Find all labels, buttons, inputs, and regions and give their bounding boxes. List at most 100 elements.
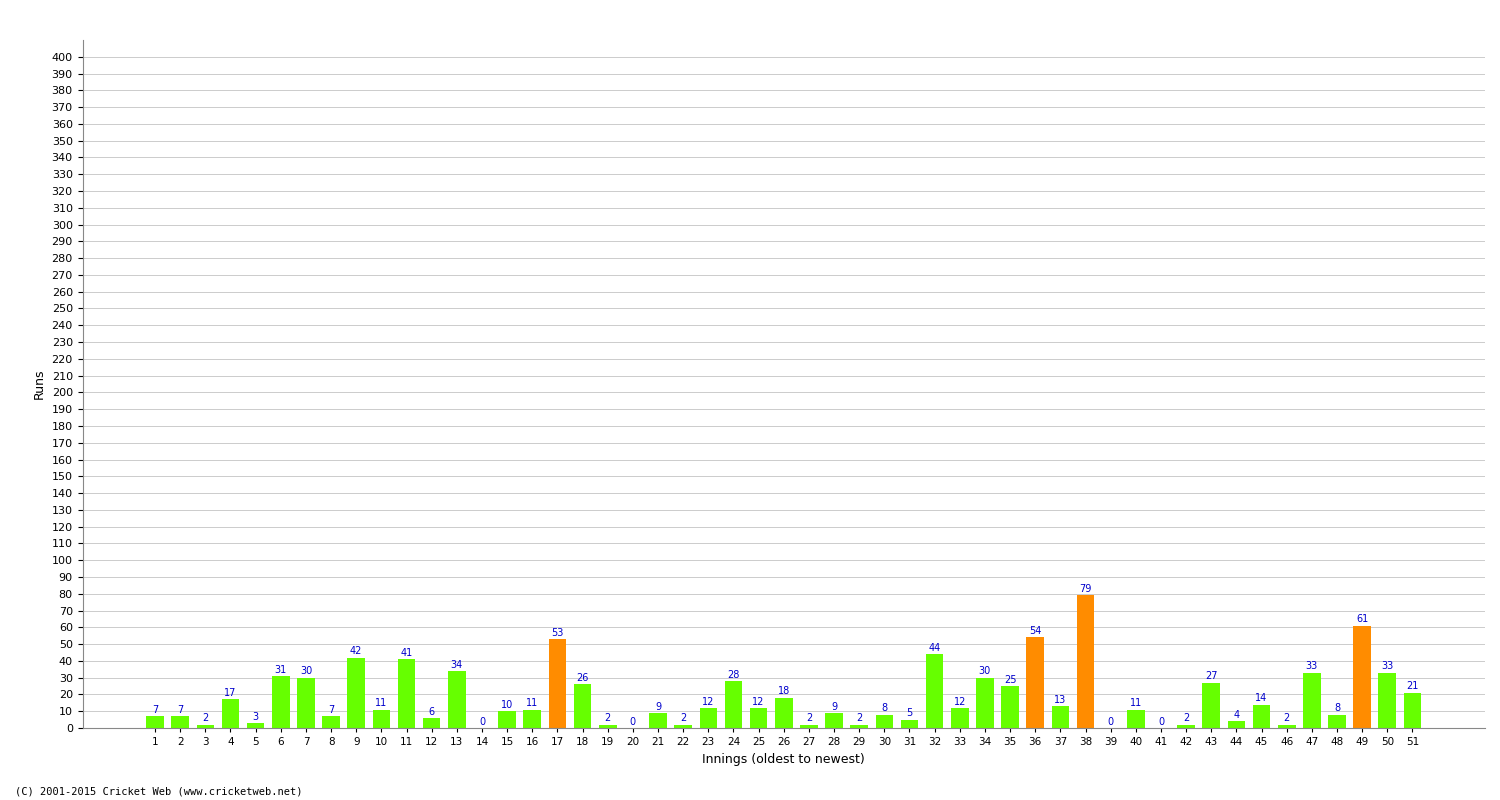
Text: 11: 11 xyxy=(375,698,387,708)
Text: 4: 4 xyxy=(1233,710,1239,720)
Bar xyxy=(524,710,542,728)
Text: 13: 13 xyxy=(1054,695,1066,705)
Bar xyxy=(1328,714,1346,728)
Text: 44: 44 xyxy=(928,643,940,653)
Text: 0: 0 xyxy=(478,717,484,726)
Bar xyxy=(800,725,818,728)
Text: 2: 2 xyxy=(1184,714,1190,723)
Bar xyxy=(171,716,189,728)
Text: 8: 8 xyxy=(1334,703,1340,714)
Text: 17: 17 xyxy=(225,688,237,698)
Text: 12: 12 xyxy=(954,697,966,706)
Bar xyxy=(196,725,214,728)
Bar xyxy=(1227,722,1245,728)
Bar xyxy=(1378,673,1396,728)
Text: 8: 8 xyxy=(882,703,888,714)
Text: 12: 12 xyxy=(753,697,765,706)
Text: 2: 2 xyxy=(604,714,610,723)
Bar xyxy=(699,708,717,728)
Bar xyxy=(1278,725,1296,728)
Bar xyxy=(825,713,843,728)
Bar xyxy=(297,678,315,728)
Text: 33: 33 xyxy=(1305,662,1318,671)
Text: 0: 0 xyxy=(630,717,636,726)
Bar xyxy=(876,714,892,728)
Text: 21: 21 xyxy=(1407,682,1419,691)
Bar xyxy=(423,718,441,728)
Bar xyxy=(272,676,290,728)
Bar xyxy=(1077,595,1095,728)
Text: 30: 30 xyxy=(980,666,992,676)
Bar xyxy=(147,716,164,728)
Text: 5: 5 xyxy=(906,708,912,718)
Text: 18: 18 xyxy=(777,686,790,697)
Bar xyxy=(248,723,264,728)
Bar xyxy=(1203,682,1219,728)
Text: 2: 2 xyxy=(680,714,687,723)
Text: 30: 30 xyxy=(300,666,312,676)
Bar xyxy=(322,716,340,728)
Text: 11: 11 xyxy=(526,698,538,708)
Text: 2: 2 xyxy=(806,714,812,723)
Bar xyxy=(926,654,944,728)
Bar xyxy=(724,681,742,728)
Bar xyxy=(951,708,969,728)
Text: (C) 2001-2015 Cricket Web (www.cricketweb.net): (C) 2001-2015 Cricket Web (www.cricketwe… xyxy=(15,786,303,796)
Bar xyxy=(398,659,416,728)
Bar xyxy=(1026,638,1044,728)
Text: 61: 61 xyxy=(1356,614,1368,624)
Text: 10: 10 xyxy=(501,700,513,710)
Bar xyxy=(1353,626,1371,728)
Text: 25: 25 xyxy=(1004,674,1017,685)
Text: 14: 14 xyxy=(1256,693,1268,703)
Text: 41: 41 xyxy=(400,648,412,658)
Text: 27: 27 xyxy=(1204,671,1218,682)
Text: 54: 54 xyxy=(1029,626,1041,636)
Bar xyxy=(598,725,616,728)
Bar xyxy=(900,720,918,728)
Text: 53: 53 xyxy=(550,628,564,638)
Text: 26: 26 xyxy=(576,673,590,683)
Text: 2: 2 xyxy=(202,714,208,723)
Bar xyxy=(222,699,240,728)
Text: 79: 79 xyxy=(1080,584,1092,594)
Bar xyxy=(498,711,516,728)
Bar xyxy=(650,713,668,728)
Text: 9: 9 xyxy=(831,702,837,711)
Text: 11: 11 xyxy=(1130,698,1142,708)
Bar xyxy=(1304,673,1320,728)
Text: 7: 7 xyxy=(177,705,183,715)
Text: 0: 0 xyxy=(1107,717,1113,726)
Text: 6: 6 xyxy=(429,706,435,717)
Text: 7: 7 xyxy=(328,705,334,715)
Bar xyxy=(448,671,465,728)
Bar xyxy=(574,684,591,728)
Text: 12: 12 xyxy=(702,697,714,706)
Text: 7: 7 xyxy=(152,705,157,715)
Text: 33: 33 xyxy=(1382,662,1394,671)
Bar xyxy=(1404,693,1422,728)
Text: 34: 34 xyxy=(450,660,464,670)
Bar xyxy=(776,698,792,728)
Bar xyxy=(1126,710,1144,728)
Text: 42: 42 xyxy=(350,646,363,656)
Text: 2: 2 xyxy=(856,714,862,723)
Text: 0: 0 xyxy=(1158,717,1164,726)
Text: 28: 28 xyxy=(728,670,740,680)
Bar xyxy=(549,639,566,728)
Bar xyxy=(675,725,692,728)
Bar xyxy=(750,708,768,728)
Bar xyxy=(1002,686,1019,728)
X-axis label: Innings (oldest to newest): Innings (oldest to newest) xyxy=(702,753,865,766)
Bar xyxy=(1178,725,1196,728)
Bar xyxy=(348,658,364,728)
Bar xyxy=(1252,705,1270,728)
Bar xyxy=(850,725,868,728)
Text: 9: 9 xyxy=(656,702,662,711)
Text: 31: 31 xyxy=(274,665,286,674)
Text: 2: 2 xyxy=(1284,714,1290,723)
Bar xyxy=(976,678,993,728)
Bar xyxy=(1052,706,1070,728)
Text: 3: 3 xyxy=(252,712,258,722)
Bar xyxy=(372,710,390,728)
